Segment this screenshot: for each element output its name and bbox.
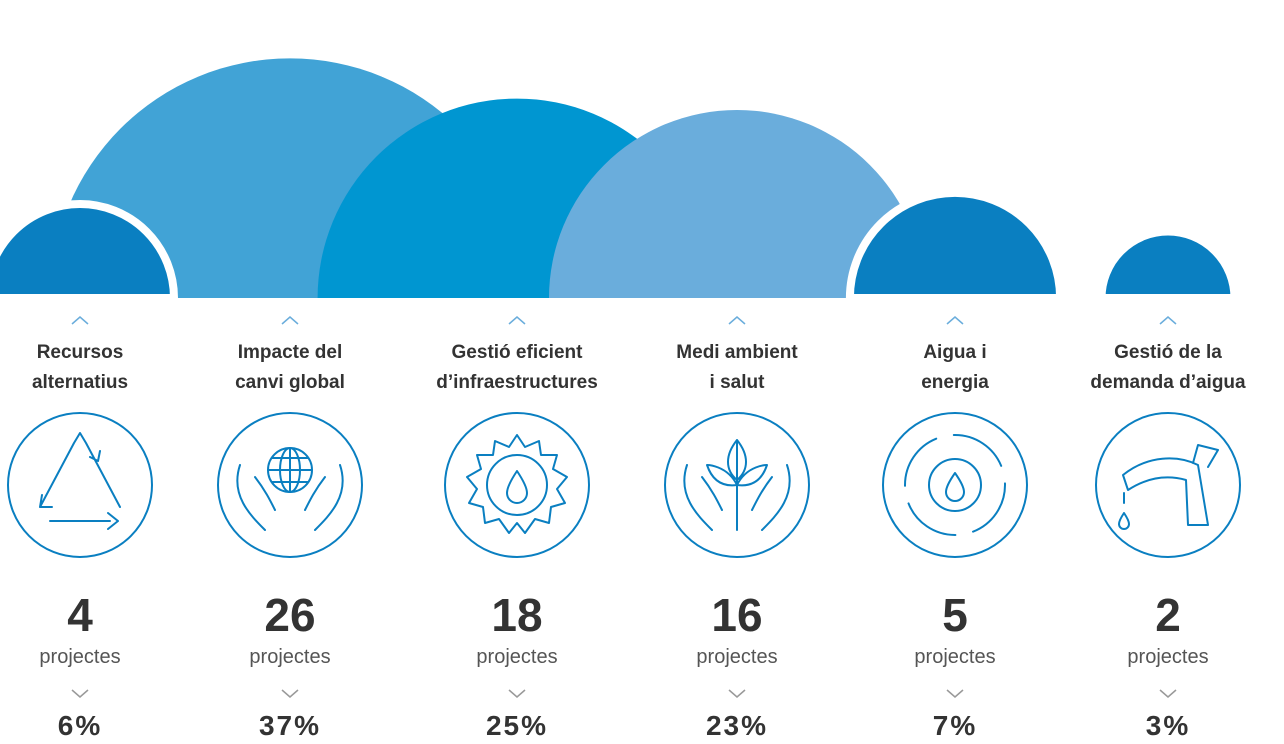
category-label: Recursos alternatius [31,342,129,393]
semicircles [0,58,1239,302]
share-label: 37% [258,710,322,741]
project-count: 18 [491,589,543,641]
chevron-down [1159,689,1177,698]
semicircle [1097,227,1239,302]
share-label: 7% [932,710,978,741]
project-count: 26 [264,589,316,641]
unit-label: projectes [39,646,121,668]
unit-label: projectes [249,646,331,668]
share-label: 6% [57,710,103,741]
unit-label: projectes [476,646,558,668]
icon-cycle [882,412,1028,558]
category-label: Impacte del canvi global [235,342,345,393]
chevron-up [728,316,746,325]
project-count: 5 [942,589,968,641]
project-count: 2 [1155,589,1181,641]
project-count: 16 [711,589,763,641]
icon-gear [444,412,590,558]
share-label: 25% [485,710,549,741]
chevron-up [508,316,526,325]
semicircle [0,200,179,302]
unit-label: projectes [696,646,778,668]
unit-label: projectes [914,646,996,668]
icon-globe-hands [217,412,363,558]
category-label: Medi ambient i salut [676,342,798,393]
share-label: 3% [1145,710,1191,741]
category-label: Gestió eficient d’infraestructures [436,342,598,393]
category-label: Aigua i energia [921,342,989,393]
category-label: Gestió de la demanda d’aigua [1090,342,1246,393]
chevron-down [728,689,746,698]
unit-label: projectes [1127,646,1209,668]
chevron-down [946,689,964,698]
share-label: 23% [705,710,769,741]
semicircle [549,110,925,298]
chevron-down [71,689,89,698]
icon-plant [664,412,810,558]
semicircle [845,188,1065,302]
chevron-up [1159,316,1177,325]
chevron-up [281,316,299,325]
project-count: 4 [67,589,93,641]
icon-recycle [7,412,153,558]
chevron-down [508,689,526,698]
icon-tap [1095,412,1241,558]
chevron-down [281,689,299,698]
chevron-up [71,316,89,325]
chevron-up [946,316,964,325]
